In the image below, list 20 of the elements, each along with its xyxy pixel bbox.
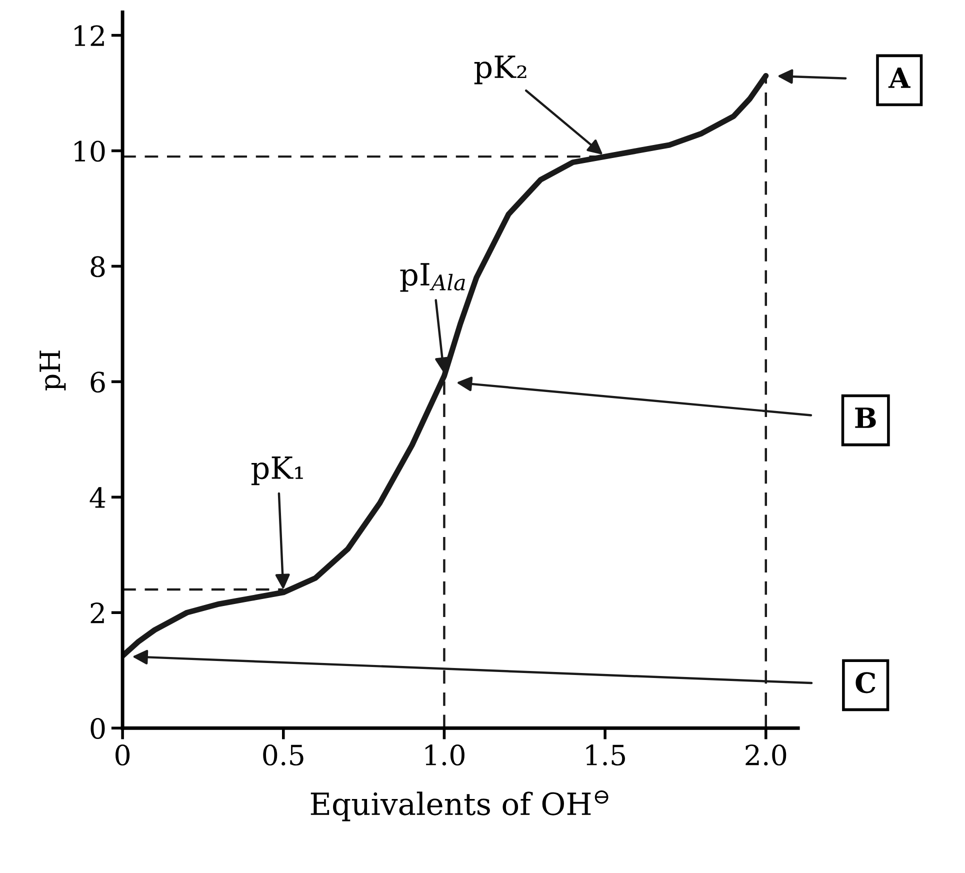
x-tick-label: 0.5 [263,744,304,766]
text: A [888,68,910,88]
annotation: pK₂ [474,56,526,84]
x-tick-label: 0 [116,744,130,766]
x-axis-title: Equivalents of OH$^{⊖}$ [310,790,608,822]
annotation: pK₁ [251,456,303,486]
y-tick-label: 0 [90,718,105,740]
y-tick-label: 8 [90,256,105,278]
y-tick-label: 4 [90,487,106,508]
x-tick-label: 1.0 [426,744,464,766]
y-tick-label: 6 [90,372,105,393]
text: C [856,672,876,694]
y-tick-label: 2 [90,602,104,624]
y-tick-label: 12 [74,25,104,46]
x-tick-label: 2.0 [746,744,786,766]
y-tick-label: 10 [74,140,105,162]
text: B [855,408,876,428]
annotation: pI$_{Ala}$ [400,263,465,292]
y-axis-title: pH [40,350,66,390]
x-tick-label: 1.5 [586,744,625,766]
